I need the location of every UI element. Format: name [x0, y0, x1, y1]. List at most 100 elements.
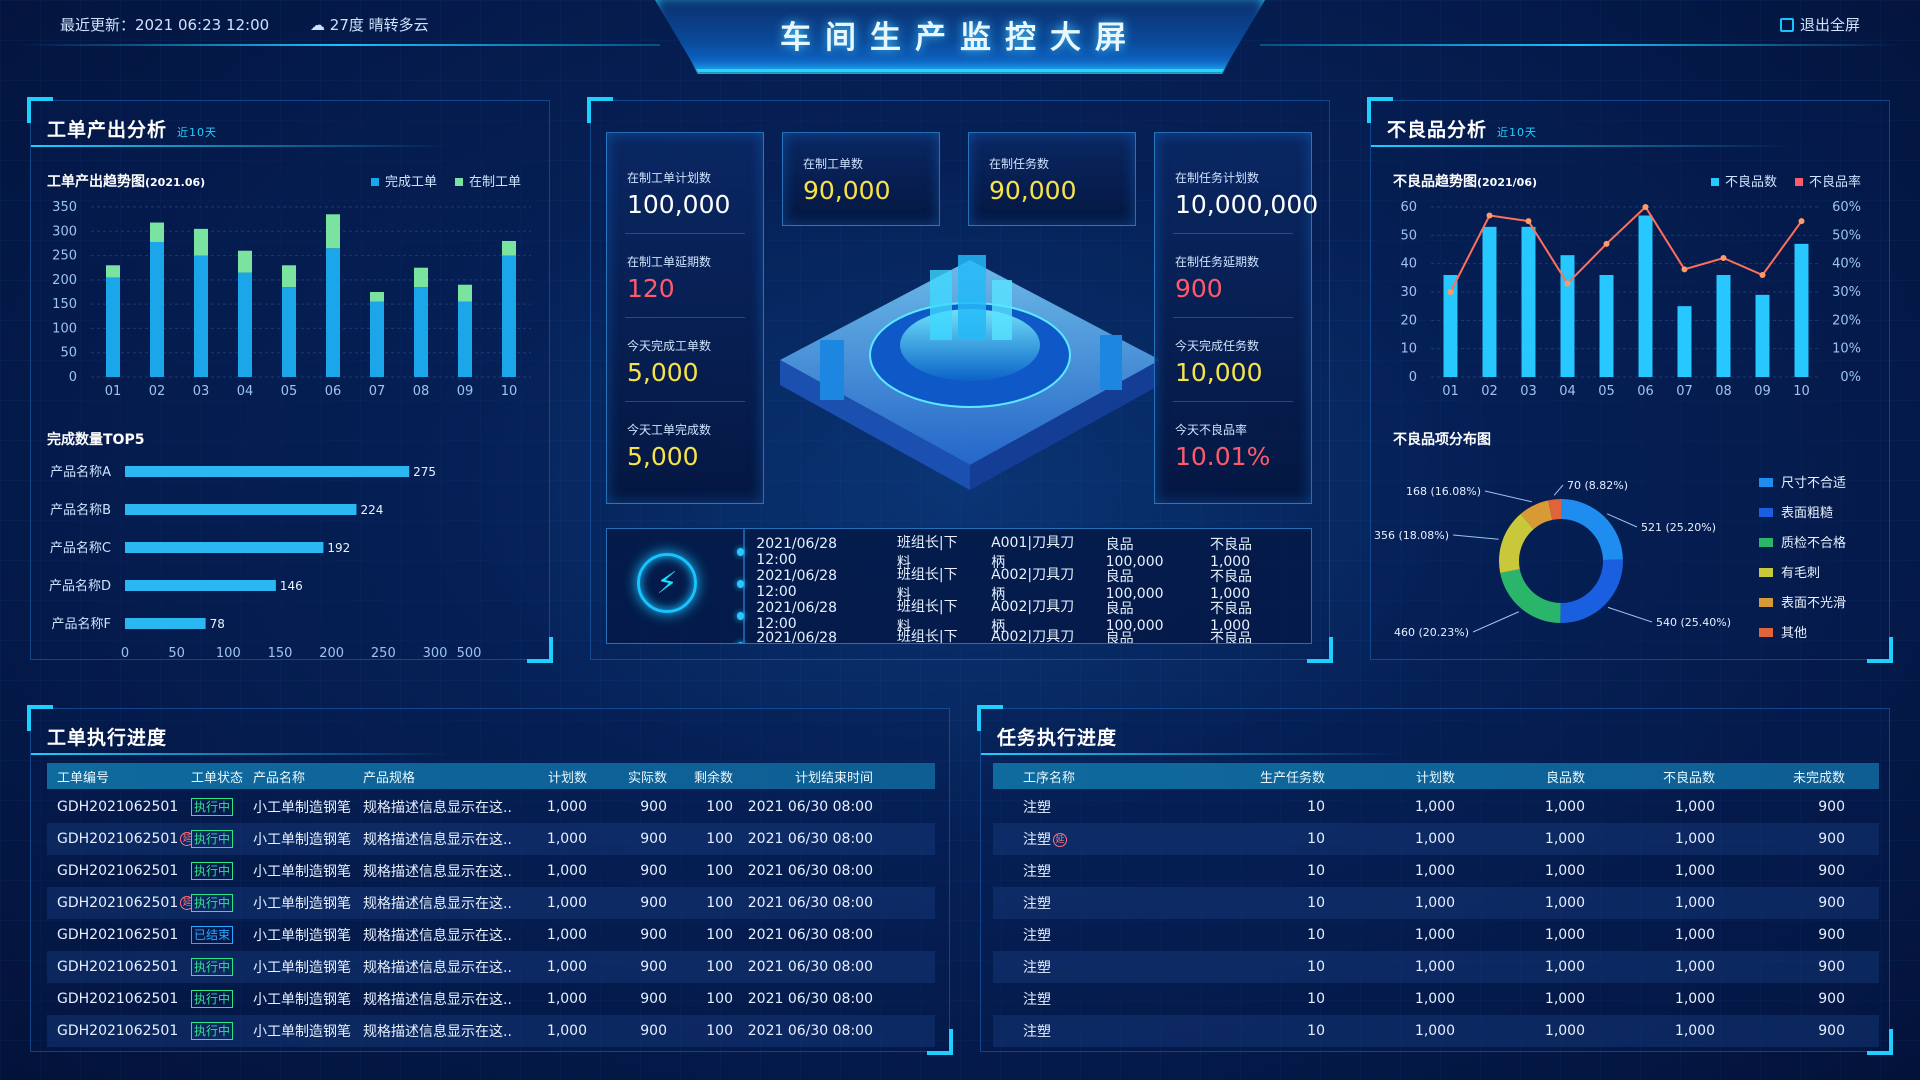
bad-cell: 1,000 — [1674, 895, 1715, 911]
x-tick-label: 10 — [1793, 384, 1810, 397]
column-header: 未完成数 — [1792, 770, 1845, 786]
bar-in-progress — [502, 241, 516, 256]
y-tick-label: 250 — [52, 249, 77, 264]
order-id-cell: GDH2021062501 — [57, 863, 191, 879]
bad-cell: 1,000 — [1674, 799, 1715, 815]
table-row[interactable]: 注塑 10 1,000 1,000 1,000 900 — [993, 887, 1879, 919]
good-cell: 1,000 — [1544, 959, 1585, 975]
table-row[interactable]: 注塑 10 1,000 1,000 1,000 900 — [993, 919, 1879, 951]
process-name: 注塑 — [1023, 832, 1051, 848]
y-tick-label: 30 — [1400, 285, 1417, 300]
status-cell: 执行中 — [191, 894, 253, 912]
good-cell: 1,000 — [1544, 927, 1585, 943]
y-tick-label: 60 — [1400, 200, 1417, 215]
table-row[interactable]: 注塑 10 1,000 1,000 1,000 900 — [993, 855, 1879, 887]
table-row[interactable]: 注塑 10 1,000 1,000 1,000 900 — [993, 1015, 1879, 1047]
panel-corner — [1307, 637, 1333, 663]
legend-swatch — [455, 178, 464, 186]
y-tick-label: 300 — [52, 224, 77, 239]
x-tick-label: 02 — [1481, 384, 1498, 397]
process-name: 注塑 — [1023, 1024, 1051, 1040]
kpi-value: 120 — [627, 274, 675, 303]
name-cell: 小工单制造钢笔 — [253, 896, 351, 912]
table-row[interactable]: GDH2021062501 执行中 小工单制造钢笔 规格描述信息显示在这.. 1,000… — [47, 855, 935, 887]
log-time: 2021/06/28 12:00 — [756, 630, 837, 644]
kpi-label: 今天工单完成数 — [627, 423, 712, 437]
bar-in-progress — [282, 265, 296, 288]
log-item: A002|刀具刀柄 — [991, 567, 1075, 603]
x-tick-label: 05 — [1598, 384, 1615, 397]
defect-pie-title: 不良品项分布图 — [1393, 432, 1491, 448]
table-row[interactable]: GDH2021062501 执行中 小工单制造钢笔 规格描述信息显示在这.. 1,000… — [47, 1015, 935, 1047]
bar — [125, 504, 357, 515]
kpi-value: 900 — [1175, 274, 1223, 303]
order-trend-title: 工单产出趋势图(2021.06) — [47, 171, 205, 191]
panel-corner — [27, 97, 53, 123]
x-tick-label: 50 — [168, 646, 185, 661]
process-name-cell: 注塑 — [1023, 925, 1183, 945]
kpi-delayed-orders: 在制工单延期数 120 — [627, 253, 711, 303]
name-cell: 小工单制造钢笔 — [253, 928, 351, 944]
name-cell: 小工单制造钢笔 — [253, 864, 351, 880]
kpi-divider — [1173, 401, 1293, 402]
table-row[interactable]: GDH2021062501 执行中 小工单制造钢笔 规格描述信息显示在这.. 1,000… — [47, 983, 935, 1015]
kpi-label: 在制工单数 — [803, 157, 864, 171]
weather-text: 27度 晴转多云 — [329, 16, 429, 34]
legend-swatch — [1759, 538, 1773, 547]
y-tick-label: 10 — [1400, 342, 1417, 357]
end-cell: 2021 06/30 08:00 — [747, 799, 873, 815]
table-row[interactable]: 注塑 10 1,000 1,000 1,000 900 — [993, 951, 1879, 983]
process-name: 注塑 — [1023, 864, 1051, 880]
tasks-cell: 10 — [1307, 831, 1325, 847]
plan-cell: 1,000 — [546, 863, 587, 879]
log-time: 2021/06/28 12:00 — [756, 568, 837, 600]
order-id: GDH2021062501 — [57, 831, 179, 847]
tasks-cell: 10 — [1307, 991, 1325, 1007]
plan-cell: 1,000 — [1414, 991, 1455, 1007]
log-time: 2021/06/28 12:00 — [756, 536, 837, 568]
title-plate — [655, 0, 1265, 72]
data-label: 192 — [327, 541, 350, 555]
actual-cell: 900 — [640, 863, 667, 879]
order-id-cell: GDH2021062501 延 — [57, 895, 191, 911]
table-row[interactable]: GDH2021062501 延执行中 小工单制造钢笔 规格描述信息显示在这.. 1,00… — [47, 823, 935, 855]
status-badge: 执行中 — [191, 990, 234, 1008]
left-cell: 100 — [706, 895, 733, 911]
table-row[interactable]: GDH2021062501 已结束 小工单制造钢笔 规格描述信息显示在这.. 1,000… — [47, 919, 935, 951]
category-label: 产品名称F — [52, 616, 111, 632]
activity-log-panel[interactable]: ⚡ 2021/06/28 12:00 班组长|下料 A001|刀具刀柄 良品10… — [606, 528, 1312, 644]
order-id: GDH2021062501 — [57, 991, 179, 1007]
table-row[interactable]: 注塑 10 1,000 1,000 1,000 900 — [993, 983, 1879, 1015]
legend-swatch — [1759, 568, 1773, 577]
bar-in-progress — [194, 228, 208, 256]
order-output-title: 工单产出分析 近10天 — [47, 115, 217, 142]
legend-label: 有毛刺 — [1781, 566, 1820, 581]
order-id: GDH2021062501 — [57, 863, 179, 879]
table-row[interactable]: 注塑延 10 1,000 1,000 1,000 900 — [993, 823, 1879, 855]
log-good: 良品100,000 — [1105, 569, 1164, 602]
plan-cell: 1,000 — [1414, 1023, 1455, 1039]
plan-cell: 1,000 — [1414, 895, 1455, 911]
kpi-value: 100,000 — [627, 190, 731, 219]
delay-flag-icon: 延 — [180, 896, 191, 910]
panel-corner — [527, 637, 553, 663]
table-row[interactable]: GDH2021062501 执行中 小工单制造钢笔 规格描述信息显示在这.. 1,000… — [47, 791, 935, 823]
header-line-right — [1260, 44, 1900, 46]
task-table-header: 工序名称 生产任务数 计划数 良品数 不良品数 未完成数 — [993, 763, 1879, 789]
timeline-dot — [737, 642, 745, 643]
panel-title-underline — [1371, 145, 1791, 147]
table-row[interactable]: GDH2021062501 延执行中 小工单制造钢笔 规格描述信息显示在这.. 1,00… — [47, 887, 935, 919]
exit-fullscreen-button[interactable]: 退出全屏 — [1779, 14, 1860, 35]
delay-flag-icon: 延 — [180, 832, 191, 846]
left-cell: 100 — [706, 959, 733, 975]
category-label: 产品名称A — [50, 464, 111, 480]
header-line-left — [20, 44, 660, 46]
kpi-value: 10,000,000 — [1175, 190, 1319, 219]
table-row[interactable]: GDH2021062501 执行中 小工单制造钢笔 规格描述信息显示在这.. 1,000… — [47, 951, 935, 983]
column-header: 实际数 — [627, 770, 667, 786]
line-defect-rate — [1449, 205, 1803, 293]
log-entry: 2021/06/28 12:00 班组长|下料 A002|刀具刀柄 良品100,… — [737, 629, 1311, 644]
weather-info: ☁ 27度 晴转多云 — [310, 14, 429, 35]
table-row[interactable]: 注塑 10 1,000 1,000 1,000 900 — [993, 791, 1879, 823]
legend-item-done: 完成工单 — [371, 171, 437, 190]
